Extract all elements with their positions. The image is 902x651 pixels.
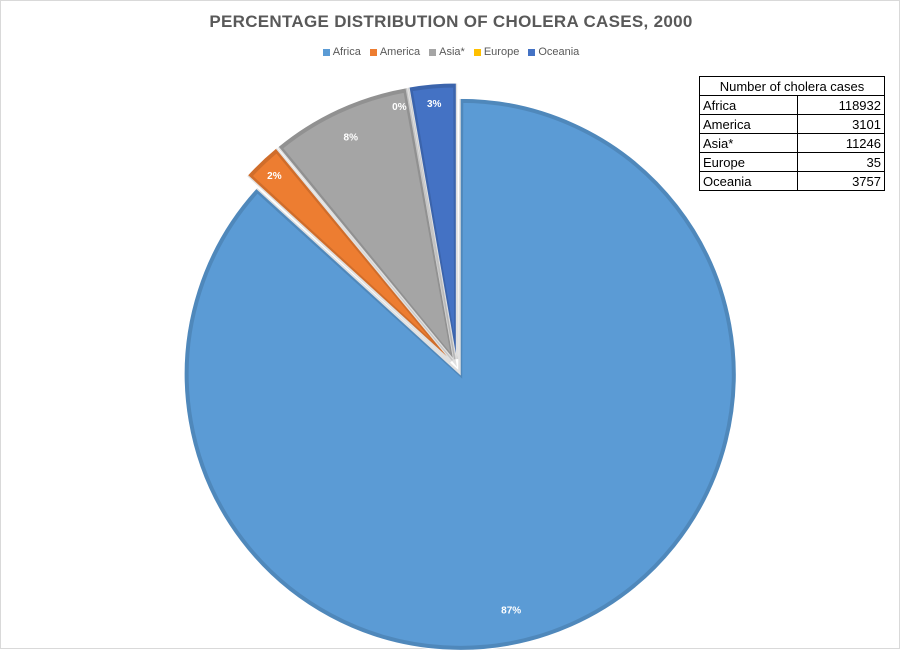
table-row: Oceania 3757 xyxy=(699,171,886,191)
data-label-oceania: 3% xyxy=(427,99,442,110)
pie-slice-outline xyxy=(408,83,459,360)
table-cell-cases: 3757 xyxy=(796,171,886,191)
table-cell-cases: 118932 xyxy=(796,95,886,115)
legend-label: Oceania xyxy=(538,46,580,58)
legend-label: Asia* xyxy=(439,46,465,58)
legend-swatch xyxy=(528,48,536,56)
table-cell-region: Africa xyxy=(699,95,798,115)
table-cell-cases: 35 xyxy=(796,152,886,172)
legend-swatch xyxy=(369,48,377,56)
data-label-america: 2% xyxy=(267,171,282,182)
legend-item-america: America xyxy=(369,46,421,58)
table-cell-region: Europe xyxy=(699,152,798,172)
legend-item-europe: Europe xyxy=(473,46,520,58)
table-cell-cases: 3101 xyxy=(796,114,886,134)
legend-item-asia: Asia* xyxy=(429,46,465,58)
pie-slice-europe xyxy=(407,86,457,360)
table-cell-region: Asia* xyxy=(699,133,798,153)
legend-label: America xyxy=(379,46,421,58)
legend-item-oceania: Oceania xyxy=(528,46,579,58)
pie-slice-america xyxy=(246,147,452,362)
legend-swatch xyxy=(473,48,481,56)
pie-slice-asia xyxy=(277,87,455,362)
pie-slice-outline xyxy=(184,98,736,650)
legend-label: Europe xyxy=(483,46,520,58)
table-row: America 3101 xyxy=(699,114,886,134)
data-label-africa: 87% xyxy=(501,605,521,616)
cases-data-table: Number of cholera cases Africa 118932 Am… xyxy=(699,76,886,191)
table-row: Europe 35 xyxy=(699,152,886,172)
chart-title: PERCENTAGE DISTRIBUTION OF CHOLERA CASES… xyxy=(209,12,693,31)
table-header-row: Number of cholera cases xyxy=(699,76,885,96)
pie-slice-outline xyxy=(277,88,457,367)
pie-slice-outline xyxy=(247,148,454,363)
table-row: Asia* 11246 xyxy=(699,133,886,153)
legend-swatch xyxy=(429,48,437,56)
table-header: Number of cholera cases xyxy=(699,76,885,96)
legend-swatch xyxy=(322,48,330,56)
chart-legend: Africa America Asia* Europe Oceania xyxy=(0,46,902,58)
table-cell-cases: 11246 xyxy=(796,133,886,153)
pie-slice-africa xyxy=(183,97,737,651)
data-label-asia: 8% xyxy=(344,132,359,143)
table-cell-region: Oceania xyxy=(699,171,798,191)
legend-label: Africa xyxy=(332,46,361,58)
table-cell-region: America xyxy=(699,114,798,134)
data-label-europe: 0% xyxy=(392,102,407,113)
legend-item-africa: Africa xyxy=(322,46,361,58)
table-row: Africa 118932 xyxy=(699,95,886,115)
pie-slice-oceania xyxy=(408,82,457,360)
